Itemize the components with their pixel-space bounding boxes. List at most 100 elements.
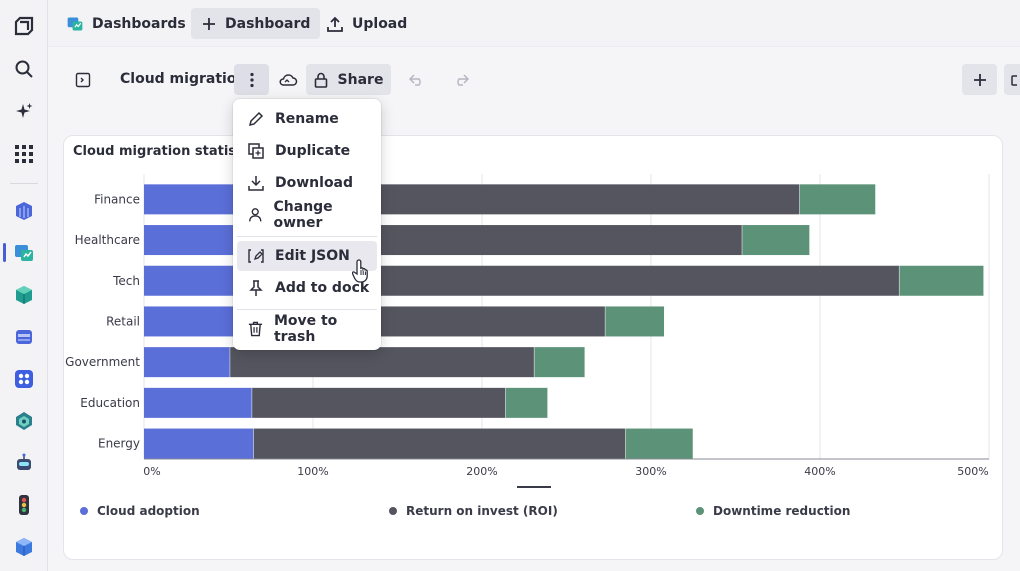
kubernetes-app-icon[interactable] <box>10 407 38 435</box>
more-vertical-icon <box>249 72 254 87</box>
legend-dot <box>696 507 704 515</box>
legend-scroll-indicator[interactable] <box>517 486 551 488</box>
plus-icon <box>973 73 986 86</box>
menu-item-label: Change owner <box>273 199 333 231</box>
bar-segment <box>144 347 231 378</box>
new-dashboard-label: Dashboard <box>225 15 311 32</box>
box-app-icon[interactable] <box>10 533 38 561</box>
clipped-icon <box>1011 74 1017 86</box>
rail-divider <box>10 183 38 184</box>
bar-segment <box>505 387 548 418</box>
bar-segment <box>144 306 237 337</box>
legend-label: Return on invest (ROI) <box>406 504 558 518</box>
more-toolbar-button[interactable] <box>1004 64 1020 95</box>
menu-item-edit-json[interactable]: Edit JSON <box>237 241 377 271</box>
apps-grid-icon[interactable] <box>10 140 38 168</box>
sidebar-toggle-button[interactable] <box>68 64 98 95</box>
bar-segment <box>144 225 249 256</box>
y-tick-label: Finance <box>94 192 140 206</box>
left-nav-rail <box>0 0 48 571</box>
chart-title: Cloud migration statistics <box>73 144 263 159</box>
x-tick-label: 400% <box>804 465 835 478</box>
menu-item-download[interactable]: Download <box>237 168 377 198</box>
cloud-sync-status[interactable] <box>274 64 302 95</box>
dashboards-app-icon[interactable] <box>10 239 38 267</box>
y-tick-label: Education <box>80 396 140 410</box>
bar-segment <box>252 387 506 418</box>
x-tick-label: 0% <box>143 465 160 478</box>
dashboard-options-menu: Rename Duplicate Download Change owner E… <box>233 99 381 350</box>
robot-app-icon[interactable] <box>10 449 38 477</box>
menu-item-change-owner[interactable]: Change owner <box>237 199 377 231</box>
bar-segment <box>605 306 665 337</box>
redo-button[interactable] <box>447 64 475 95</box>
legend-label: Cloud adoption <box>97 504 200 518</box>
app-logo-icon[interactable] <box>10 12 38 40</box>
edit-json-icon <box>248 249 264 263</box>
panel-toggle-icon <box>75 72 91 87</box>
undo-button[interactable] <box>403 64 431 95</box>
dashboards-app-icon <box>67 16 83 31</box>
bar-segment <box>899 265 984 296</box>
database-app-icon[interactable] <box>10 323 38 351</box>
dashboards-nav-label: Dashboards <box>92 15 186 32</box>
bar-segment <box>799 184 876 215</box>
menu-item-duplicate[interactable]: Duplicate <box>237 136 377 166</box>
menu-item-label: Rename <box>275 111 339 127</box>
y-tick-label: Energy <box>98 437 140 451</box>
x-tick-label: 200% <box>466 465 497 478</box>
bar-segment <box>253 428 626 459</box>
y-tick-label: Tech <box>112 274 140 288</box>
y-tick-label: Retail <box>106 314 140 328</box>
bar-segment <box>534 347 586 378</box>
add-tile-button[interactable] <box>962 64 997 95</box>
pin-icon <box>249 280 263 296</box>
bar-segment <box>144 428 254 459</box>
undo-icon <box>409 73 421 86</box>
y-tick-label: Healthcare <box>75 233 140 247</box>
lock-icon <box>314 72 327 88</box>
x-tick-label: 500% <box>957 465 988 478</box>
traffic-light-app-icon[interactable] <box>10 491 38 519</box>
share-button[interactable]: Share <box>306 64 391 95</box>
upload-icon <box>327 16 343 32</box>
share-label: Share <box>337 71 384 88</box>
more-options-button[interactable] <box>234 64 269 95</box>
upload-button[interactable]: Upload <box>316 8 417 39</box>
menu-divider <box>237 236 377 237</box>
legend-dot <box>389 507 397 515</box>
menu-item-move-to-trash[interactable]: Move to trash <box>237 313 377 345</box>
download-icon <box>248 176 264 191</box>
x-tick-label: 300% <box>635 465 666 478</box>
bar-segment <box>144 387 253 418</box>
dashboards-nav-button[interactable]: Dashboards <box>56 8 196 39</box>
menu-divider <box>237 309 377 310</box>
duplicate-icon <box>248 143 264 159</box>
plus-icon <box>203 17 215 30</box>
bar-segment <box>230 347 535 378</box>
chart-tile[interactable]: Cloud migration statistics 0% 100% 200% 300… <box>63 135 1003 560</box>
bar-segment <box>742 225 810 256</box>
y-tick-label: Government <box>65 355 140 369</box>
menu-item-rename[interactable]: Rename <box>237 104 377 134</box>
infrastructure-app-icon[interactable] <box>10 197 38 225</box>
legend-item-roi[interactable]: Return on invest (ROI) <box>389 504 558 518</box>
menu-item-add-to-dock[interactable]: Add to dock <box>237 273 377 303</box>
menu-item-label: Add to dock <box>275 280 370 296</box>
legend-item-downtime-reduction[interactable]: Downtime reduction <box>696 504 850 518</box>
pencil-icon <box>248 111 264 127</box>
menu-item-label: Download <box>275 175 354 191</box>
dashboard-toolbar: Cloud migration Share <box>48 47 1020 113</box>
cube-app-icon[interactable] <box>10 281 38 309</box>
search-icon[interactable] <box>10 55 38 83</box>
top-app-bar: Dashboards Dashboard Upload <box>48 0 1020 47</box>
sparkle-icon[interactable] <box>10 98 38 126</box>
workflow-app-icon[interactable] <box>10 365 38 393</box>
trash-icon <box>248 321 263 337</box>
bar-chart: 0% 100% 200% 300% 400% 500% Finance Healthcare T… <box>65 174 990 478</box>
bar-segment <box>625 428 694 459</box>
menu-item-label: Edit JSON <box>275 248 350 264</box>
new-dashboard-button[interactable]: Dashboard <box>191 8 321 39</box>
dashboard-title[interactable]: Cloud migration <box>120 71 247 87</box>
legend-item-cloud-adoption[interactable]: Cloud adoption <box>80 504 200 518</box>
